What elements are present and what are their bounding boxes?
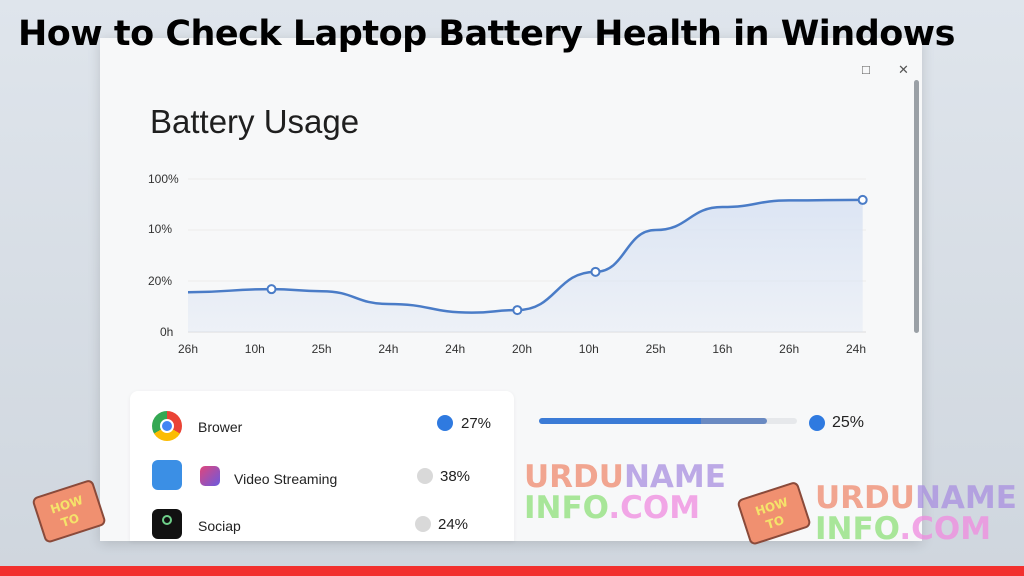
x-tick-label: 24h [845, 342, 867, 356]
chart-area [188, 199, 863, 332]
social-app-icon [152, 509, 182, 539]
headline: How to Check Laptop Battery Health in Wi… [18, 14, 955, 54]
svg-text:TO: TO [764, 513, 786, 532]
summary-dot [809, 415, 825, 431]
summary-percent: 25% [832, 414, 865, 431]
data-point [512, 305, 523, 316]
battery-usage-bar [539, 418, 797, 424]
x-tick-label: 25h [645, 342, 666, 356]
x-tick-label: 10h [578, 342, 599, 356]
close-button[interactable]: ✕ [898, 62, 909, 77]
app-percent: 24% [438, 516, 469, 533]
data-point [590, 266, 601, 277]
footer-bar [0, 566, 1024, 576]
scrollbar[interactable] [914, 80, 919, 333]
chrome-icon [152, 411, 182, 441]
y-tick-label: 20% [148, 274, 173, 288]
x-tick-label: 10h [244, 342, 265, 356]
app-percent: 27% [461, 415, 492, 432]
x-tick-label: 25h [311, 342, 332, 356]
chart-line [187, 198, 863, 314]
how-to-book-logo: HOW TO [30, 478, 110, 544]
page-title: Battery Usage [150, 103, 360, 140]
x-tick-label: 24h [445, 342, 466, 356]
x-tick-label: 26h [177, 342, 199, 356]
x-tick-label: 24h [378, 342, 399, 356]
how-to-book-logo: HOW TO [735, 480, 815, 546]
status-dot [437, 415, 453, 431]
data-point [266, 284, 277, 295]
watermark-text: URDUNAME INFO.COM [815, 480, 1017, 547]
status-dot [417, 468, 433, 484]
video-streaming-icon [200, 466, 220, 486]
y-tick-label: 100% [148, 172, 179, 186]
app-name: Brower [198, 419, 243, 435]
svg-text:TO: TO [59, 511, 81, 530]
data-point [857, 194, 868, 205]
app-name: Video Streaming [234, 471, 338, 487]
watermark-text: URDUNAME INFO.COM [524, 459, 726, 526]
x-tick-label: 26h [779, 342, 800, 356]
y-tick-label: 10% [148, 222, 173, 236]
app-name: Sociap [198, 518, 241, 534]
y-tick-label: 0h [160, 325, 174, 339]
status-dot [415, 516, 431, 532]
x-tick-label: 16h [712, 342, 733, 356]
maximize-button[interactable]: □ [862, 62, 870, 77]
chat-app-icon [152, 460, 182, 490]
app-percent: 38% [440, 468, 471, 485]
x-tick-label: 20h [511, 342, 533, 356]
